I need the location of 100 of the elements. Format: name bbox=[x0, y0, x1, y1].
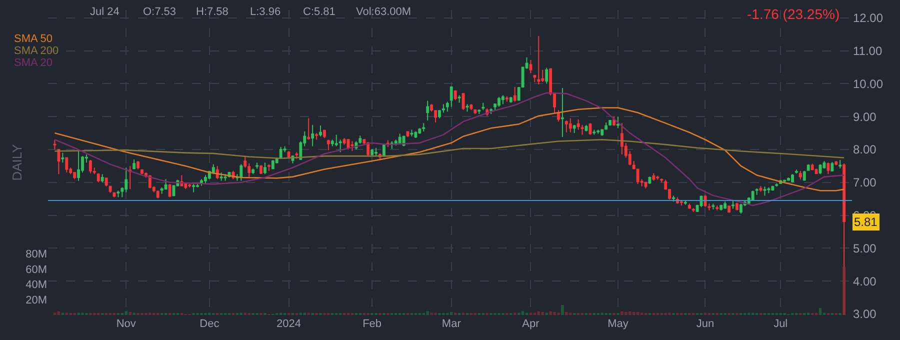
candlestick bbox=[295, 152, 298, 160]
candlestick bbox=[732, 200, 734, 210]
candlestick bbox=[490, 108, 493, 114]
candlestick bbox=[442, 104, 445, 114]
candlestick bbox=[652, 172, 656, 182]
candlestick bbox=[470, 104, 473, 111]
candlestick bbox=[334, 134, 338, 147]
candlestick bbox=[553, 92, 556, 114]
candlestick bbox=[57, 149, 60, 175]
candlestick bbox=[398, 133, 402, 144]
y-tick-label: 11.00 bbox=[853, 44, 882, 58]
x-tick-label: Feb bbox=[362, 318, 382, 330]
candlestick bbox=[338, 139, 342, 153]
candlestick bbox=[568, 118, 572, 133]
candlestick bbox=[108, 185, 112, 194]
bar bbox=[450, 312, 453, 315]
y2-tick-label: 80M bbox=[26, 248, 47, 260]
y-tick-label: 9.00 bbox=[853, 110, 877, 124]
candlestick bbox=[466, 104, 469, 112]
candlestick bbox=[612, 116, 616, 126]
candlestick bbox=[267, 164, 270, 172]
candlestick bbox=[454, 90, 457, 101]
line-series bbox=[54, 138, 845, 160]
candlestick bbox=[140, 168, 144, 175]
y-tick-label: 10.00 bbox=[853, 76, 884, 91]
bar bbox=[549, 311, 552, 315]
candlestick bbox=[370, 148, 374, 157]
x-tick-label: Mar bbox=[442, 318, 462, 330]
candlestick bbox=[446, 101, 449, 112]
annotation: -1.76 (23.25%) bbox=[747, 6, 840, 22]
x-tick-label: Dec bbox=[200, 318, 220, 330]
candlestick bbox=[61, 152, 64, 164]
candlestick bbox=[656, 175, 660, 180]
candlestick bbox=[53, 139, 56, 150]
candlestick bbox=[592, 129, 596, 136]
candlestick bbox=[224, 174, 227, 182]
bar bbox=[124, 311, 128, 315]
candlestick bbox=[767, 186, 770, 194]
bar bbox=[620, 311, 624, 315]
candlestick bbox=[192, 184, 196, 193]
candlestick bbox=[688, 203, 691, 210]
text: SMA 200 bbox=[14, 45, 59, 57]
candlestick bbox=[549, 68, 552, 96]
candlestick bbox=[374, 147, 378, 157]
bar bbox=[537, 311, 540, 315]
candlestick bbox=[260, 164, 262, 175]
candlestick bbox=[755, 188, 758, 196]
candlestick bbox=[802, 170, 806, 182]
candlestick bbox=[88, 160, 92, 174]
x-tick-label: Apr bbox=[522, 318, 540, 330]
candlestick bbox=[438, 110, 441, 119]
candlestick bbox=[482, 102, 485, 111]
candlestick bbox=[240, 164, 243, 182]
candlestick bbox=[96, 172, 100, 183]
candlestick bbox=[513, 86, 516, 102]
candlestick bbox=[830, 162, 834, 172]
candlestick bbox=[124, 167, 128, 193]
candlestick bbox=[252, 168, 255, 175]
candlestick bbox=[501, 94, 504, 105]
candlestick bbox=[759, 186, 762, 192]
y2-tick-label: 40M bbox=[26, 279, 47, 292]
candlestick bbox=[307, 118, 310, 140]
bar bbox=[128, 312, 132, 315]
text: SMA 20 bbox=[14, 57, 53, 69]
bar bbox=[624, 312, 628, 315]
line-series bbox=[54, 107, 845, 192]
annotation: H:7.58 bbox=[196, 6, 228, 18]
candlestick bbox=[739, 203, 742, 214]
candlestick bbox=[712, 203, 715, 210]
y-tick-label: 5.00 bbox=[853, 241, 877, 256]
candlestick bbox=[692, 208, 695, 213]
y-tick-label: 4.00 bbox=[853, 274, 877, 288]
annotation: Vol:63.00M bbox=[356, 6, 412, 18]
candlestick bbox=[263, 162, 266, 175]
candlestick bbox=[116, 190, 120, 198]
annotation: O:7.53 bbox=[143, 6, 176, 18]
candlestick bbox=[834, 160, 838, 166]
candlestick bbox=[65, 157, 68, 174]
x-tick-label: Nov bbox=[116, 318, 136, 330]
candlestick bbox=[212, 164, 215, 175]
y2-axis-title: DAILY bbox=[10, 144, 25, 181]
candlestick bbox=[326, 139, 330, 151]
candlestick bbox=[204, 174, 207, 185]
candlestick bbox=[319, 124, 322, 137]
candlestick bbox=[616, 116, 620, 129]
candlestick bbox=[533, 74, 536, 83]
candlestick bbox=[104, 176, 108, 187]
candlestick bbox=[791, 174, 794, 183]
candlestick bbox=[596, 129, 600, 134]
x-tick-label: 2024 bbox=[276, 318, 301, 330]
candlestick bbox=[775, 182, 778, 188]
candlestick bbox=[188, 184, 192, 188]
y-tick-label: 3.00 bbox=[853, 307, 877, 322]
candlestick bbox=[720, 204, 723, 211]
candlestick bbox=[100, 174, 104, 183]
candlestick bbox=[564, 120, 568, 133]
candlestick bbox=[164, 178, 168, 190]
annotation: L:3.96 bbox=[250, 6, 281, 18]
candlestick bbox=[680, 200, 683, 206]
candlestick bbox=[256, 162, 258, 170]
